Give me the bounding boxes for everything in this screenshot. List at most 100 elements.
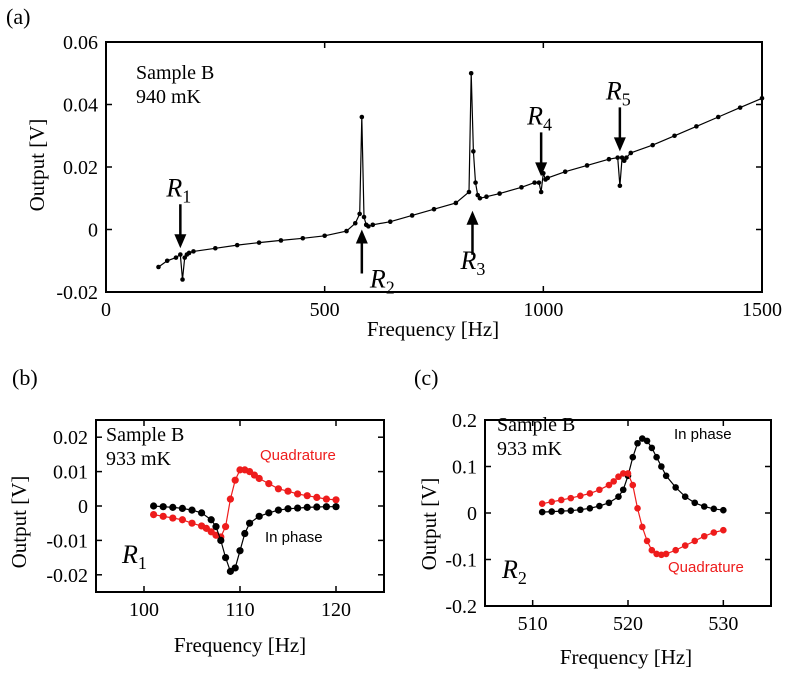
y-tick-label-a: 0.02 — [63, 157, 98, 179]
data-point-quadrature-c — [672, 546, 679, 554]
panel-label-b: (b) — [12, 365, 38, 390]
data-point-in-phase-b — [169, 503, 177, 511]
data-point-quadrature-c — [710, 529, 718, 536]
data-point-in-phase-c — [700, 503, 708, 510]
data-point-in-phase-c — [710, 505, 718, 513]
annotation-temp-b: 933 mK — [106, 448, 172, 470]
data-point-data-a — [532, 180, 537, 185]
data-point-in-phase-c — [586, 505, 594, 512]
data-point-in-phase-b — [217, 536, 225, 544]
data-point-data-a — [497, 191, 502, 196]
data-point-data-a — [191, 249, 196, 254]
data-point-data-a — [628, 150, 634, 156]
data-point-in-phase-c — [662, 472, 670, 480]
series-line-quadrature-b — [153, 469, 337, 538]
data-point-in-phase-c — [596, 502, 603, 510]
data-point-quadrature-c — [615, 473, 622, 481]
data-point-data-a — [473, 180, 478, 185]
data-point-quadrature-c — [596, 486, 603, 494]
data-point-data-a — [606, 156, 612, 162]
x-tick-label-a: 1000 — [523, 299, 563, 321]
data-point-in-phase-b — [150, 502, 158, 510]
data-point-in-phase-b — [274, 506, 282, 514]
arrow-head-a — [174, 234, 187, 249]
y-axis-label-b: Output [V] — [7, 476, 31, 569]
y-tick-label-b: 0.02 — [53, 427, 88, 449]
data-point-quadrature-c — [629, 481, 637, 489]
data-point-data-a — [366, 224, 371, 229]
data-point-quadrature-c — [605, 481, 613, 489]
data-point-data-a — [178, 252, 183, 257]
data-point-in-phase-b — [198, 509, 206, 517]
x-axis-label-b: Frequency [Hz] — [174, 633, 306, 657]
data-point-in-phase-b — [255, 512, 263, 520]
data-point-in-phase-c — [653, 453, 660, 461]
y-tick-label-b: -0.02 — [46, 565, 88, 587]
data-point-quadrature-b — [255, 474, 263, 483]
data-point-quadrature-b — [188, 519, 196, 527]
data-point-quadrature-b — [150, 511, 158, 519]
data-point-in-phase-b — [178, 504, 186, 513]
data-point-in-phase-b — [188, 506, 196, 514]
data-point-data-a — [234, 242, 240, 248]
series-label-quadrature-c: Quadrature — [668, 559, 744, 576]
data-point-quadrature-b — [169, 514, 177, 522]
y-tick-label-b: 0.01 — [53, 462, 88, 484]
data-point-quadrature-b — [274, 485, 282, 493]
data-point-data-a — [624, 155, 629, 160]
data-point-in-phase-b — [222, 554, 230, 562]
data-point-quadrature-c — [720, 526, 727, 534]
resonance-label-a: R5 — [605, 76, 631, 109]
data-point-in-phase-b — [294, 504, 302, 512]
data-point-in-phase-b — [332, 503, 340, 511]
data-point-in-phase-b — [313, 503, 321, 511]
data-point-data-a — [466, 189, 472, 195]
data-point-data-a — [387, 219, 393, 224]
panel-c: (c) 510 520 530 -0.2 -0.1 0 0.1 0.2 In phase Quad… — [414, 365, 772, 669]
series-label-quadrature-b: Quadrature — [260, 447, 336, 464]
data-point-in-phase-c — [672, 484, 679, 491]
x-tick-label-c: 530 — [708, 613, 738, 635]
data-point-quadrature-b — [178, 516, 186, 524]
data-point-data-a — [519, 185, 524, 190]
data-point-quadrature-b — [294, 490, 302, 498]
data-point-data-a — [615, 155, 620, 160]
data-point-quadrature-c — [681, 542, 689, 549]
data-point-in-phase-b — [231, 564, 239, 572]
y-tick-label-b: 0 — [78, 496, 88, 518]
panel-label-a: (a) — [6, 4, 30, 29]
data-point-in-phase-b — [236, 547, 244, 555]
data-point-data-a — [672, 133, 677, 139]
data-point-quadrature-b — [313, 493, 321, 501]
x-axis-label-a: Frequency [Hz] — [367, 317, 499, 341]
data-point-in-phase-b — [159, 503, 167, 511]
data-point-quadrature-c — [610, 478, 617, 485]
data-point-in-phase-c — [557, 507, 565, 515]
data-point-quadrature-b — [226, 495, 234, 503]
data-point-data-a — [300, 235, 306, 241]
data-point-quadrature-c — [700, 532, 708, 540]
x-tick-label-a: 1500 — [742, 299, 782, 321]
data-point-in-phase-c — [567, 507, 575, 514]
data-point-data-a — [352, 220, 358, 226]
y-axis-label-a: Output [V] — [25, 119, 49, 212]
data-point-data-a — [650, 142, 655, 148]
y-tick-label-c: 0.2 — [452, 410, 477, 432]
x-tick-label-a: 500 — [310, 299, 340, 321]
data-point-in-phase-c — [681, 493, 689, 501]
data-point-data-a — [370, 222, 376, 228]
y-tick-label-b: -0.01 — [46, 530, 88, 552]
data-point-in-phase-b — [322, 503, 330, 511]
y-tick-label-a: 0.04 — [63, 95, 98, 117]
data-point-in-phase-c — [720, 506, 727, 514]
data-point-data-a — [357, 211, 362, 217]
data-point-in-phase-b — [207, 516, 215, 524]
data-point-in-phase-c — [605, 499, 613, 507]
data-point-in-phase-c — [577, 506, 584, 514]
data-point-data-a — [484, 194, 489, 199]
arrow-head-a — [355, 229, 368, 244]
data-point-data-a — [361, 214, 367, 220]
data-point-quadrature-c — [624, 470, 632, 477]
data-point-data-a — [584, 163, 590, 168]
